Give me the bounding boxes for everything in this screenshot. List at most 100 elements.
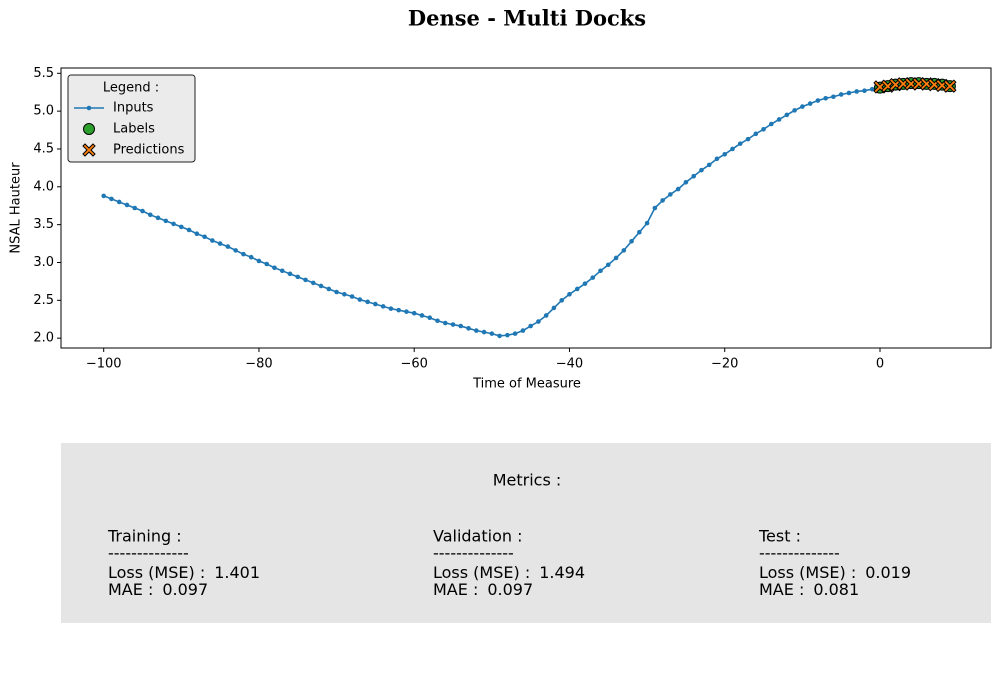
point [303, 277, 308, 283]
point [854, 89, 860, 94]
point [706, 162, 712, 168]
point [396, 307, 401, 313]
x-tick-label: 0 [876, 357, 884, 372]
metric-separator: -------------- [433, 544, 514, 563]
metrics-panel [61, 443, 991, 623]
metric-loss: Loss (MSE) : 1.401 [108, 563, 260, 582]
line [103, 88, 873, 337]
y-tick-label: 4.5 [33, 141, 54, 156]
metric-loss: Loss (MSE) : 1.494 [433, 563, 585, 582]
point [644, 220, 650, 226]
point [349, 294, 355, 299]
x-axis-label: Time of Measure [472, 377, 581, 392]
metric-separator: -------------- [759, 544, 840, 563]
y-tick-label: 5.5 [33, 66, 54, 81]
y-tick-label: 3.5 [33, 217, 54, 232]
legend-label: Inputs [113, 101, 154, 116]
point [474, 328, 479, 333]
y-tick-label: 3.0 [33, 255, 54, 270]
point [109, 196, 114, 202]
point [776, 117, 782, 122]
point [256, 258, 262, 264]
point [613, 255, 619, 261]
point [815, 98, 821, 103]
point [380, 304, 386, 309]
metric-loss-value: 1.401 [214, 563, 260, 582]
point [869, 86, 875, 92]
legend-label: Labels [113, 122, 155, 137]
point [248, 254, 254, 260]
point [943, 79, 957, 93]
point [559, 298, 565, 303]
point [652, 205, 658, 211]
point [722, 151, 728, 157]
y-axis-label: NSAL Hauteur [9, 162, 24, 254]
point [147, 212, 153, 218]
point [326, 286, 332, 292]
point [543, 313, 549, 318]
point [442, 320, 448, 326]
point [753, 131, 759, 137]
point [637, 229, 642, 235]
point [202, 234, 207, 240]
point [505, 332, 510, 338]
point [318, 283, 324, 289]
chart-title: Dense - Multi Docks [408, 6, 646, 31]
legend-box [67, 74, 196, 163]
point [769, 121, 774, 127]
point [567, 291, 572, 297]
point [342, 291, 347, 297]
point [714, 156, 720, 162]
point [466, 326, 471, 331]
point [831, 94, 836, 100]
point [373, 301, 378, 307]
y-tick-label: 2.0 [33, 331, 54, 346]
metric-name: Validation : [433, 527, 522, 546]
point [807, 101, 813, 106]
metrics-title: Metrics : [493, 471, 562, 490]
point [823, 95, 828, 101]
point [489, 331, 495, 336]
metric-mae: MAE : 0.097 [108, 580, 208, 599]
point [116, 199, 122, 205]
metric-loss-value: 0.019 [865, 563, 911, 582]
point [450, 322, 456, 327]
point [737, 141, 743, 146]
point [186, 227, 192, 233]
metric-loss: Loss (MSE) : 0.019 [759, 563, 911, 582]
point [427, 315, 433, 321]
point [536, 319, 541, 324]
plot-frame [60, 67, 992, 349]
point [621, 248, 627, 253]
point [155, 215, 161, 221]
point [435, 318, 440, 324]
legend-marker [83, 123, 95, 135]
point [388, 306, 394, 311]
metric-mae-value: 0.097 [162, 580, 208, 599]
x-tick-label: −60 [400, 357, 427, 372]
metric-name: Test : [758, 527, 801, 546]
metric-mae-value: 0.097 [487, 580, 533, 599]
point [683, 179, 689, 185]
y-tick-label: 5.0 [33, 104, 54, 119]
point [272, 265, 277, 271]
point [598, 268, 603, 274]
point [528, 323, 533, 329]
metric-loss-value: 1.494 [539, 563, 585, 582]
point [846, 90, 852, 96]
point [660, 198, 665, 203]
point [605, 262, 611, 268]
metric-separator: -------------- [108, 544, 189, 563]
x-tick-label: −80 [245, 357, 272, 372]
point [171, 221, 176, 227]
metric-loss-label: Loss (MSE) : [759, 563, 856, 582]
point [419, 313, 425, 318]
point [279, 268, 285, 274]
point [590, 275, 596, 280]
x-tick-label: −100 [86, 357, 122, 372]
point [675, 186, 681, 192]
point [838, 92, 844, 97]
point [241, 251, 246, 257]
point [140, 208, 145, 214]
